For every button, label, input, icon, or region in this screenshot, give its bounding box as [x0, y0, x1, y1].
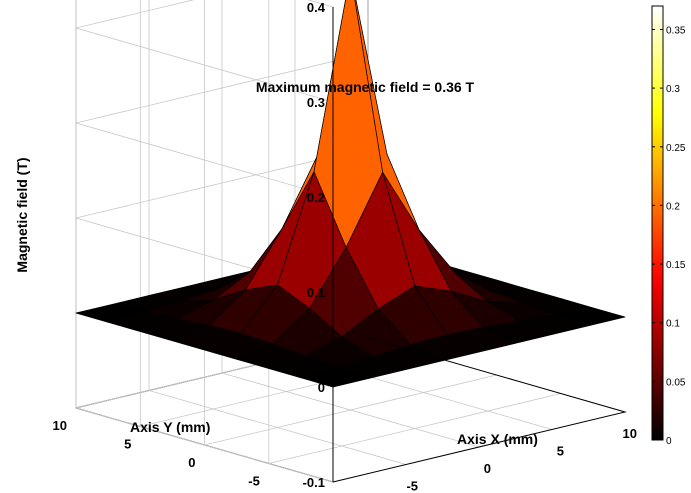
z-tick-label: 0.4	[307, 0, 326, 15]
y-axis-label: Axis Y (mm)	[130, 419, 210, 435]
z-axis-label: Magnetic field (T)	[14, 157, 30, 272]
x-axis-label: Axis X (mm)	[457, 431, 538, 447]
x-tick-label: 0	[484, 461, 491, 476]
colorbar: 0 0.05 0.1 0.15 0.2 0.25 0.3 0.35	[651, 5, 686, 447]
colorbar-tick-label: 0.05	[666, 377, 686, 388]
colorbar-tick-label: 0	[666, 436, 672, 447]
chart-title: Maximum magnetic field = 0.36 T	[256, 79, 475, 95]
z-tick-label: 0.2	[307, 190, 325, 205]
y-tick-label: 10	[53, 418, 67, 433]
colorbar-ramp	[651, 5, 664, 441]
colorbar-tick-label: 0.1	[666, 319, 680, 330]
z-tick-label: 0.3	[307, 95, 325, 110]
surface-facet	[300, 366, 370, 388]
z-tick-label: 0.1	[307, 285, 325, 300]
y-tick-label: -5	[248, 474, 260, 489]
z-tick-label: 0	[318, 380, 325, 395]
y-tick-label: 0	[188, 455, 195, 470]
colorbar-tick-label: 0.35	[666, 26, 686, 37]
y-tick-label: 5	[124, 437, 131, 452]
x-tick-label: -5	[406, 479, 418, 493]
colorbar-tick-label: 0.3	[666, 84, 680, 95]
x-tick-label: 5	[557, 444, 564, 459]
surface-mesh	[75, 0, 626, 388]
x-tick-label: 10	[623, 426, 637, 441]
colorbar-tick-label: 0.2	[666, 201, 680, 212]
colorbar-tick-label: 0.25	[666, 143, 686, 154]
colorbar-tick-label: 0.15	[666, 260, 686, 271]
grid-line-y	[268, 0, 561, 465]
axes-front-edges	[332, 7, 627, 483]
grid-line-y	[204, 0, 497, 446]
z-tick-label: -0.1	[303, 475, 325, 490]
floor-front-edge	[332, 337, 627, 483]
